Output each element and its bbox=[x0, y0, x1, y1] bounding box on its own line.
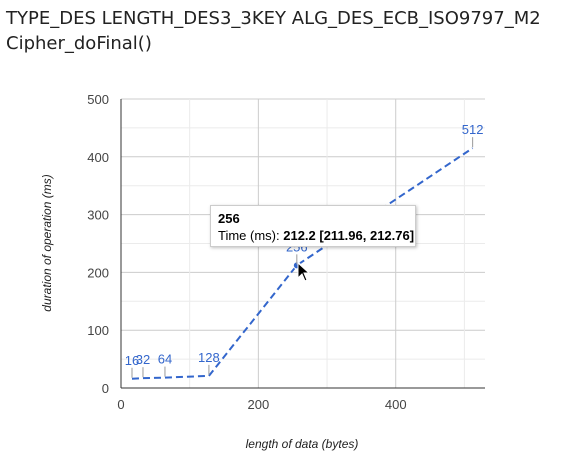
y-tick-label: 0 bbox=[102, 381, 109, 396]
data-label: 64 bbox=[158, 352, 172, 367]
data-label: 128 bbox=[198, 350, 220, 365]
y-tick-label: 200 bbox=[87, 265, 109, 280]
chart-title: TYPE_DES LENGTH_DES3_3KEY ALG_DES_ECB_IS… bbox=[6, 6, 541, 56]
x-tick-label: 200 bbox=[248, 397, 270, 412]
tooltip-value: 212.2 [211.96, 212.76] bbox=[283, 228, 415, 243]
x-axis-title: length of data (bytes) bbox=[246, 437, 359, 451]
data-label: 32 bbox=[136, 352, 150, 367]
chart-title-line1: TYPE_DES LENGTH_DES3_3KEY ALG_DES_ECB_IS… bbox=[6, 8, 541, 29]
x-tick-label: 400 bbox=[385, 397, 407, 412]
mouse-pointer-icon bbox=[297, 262, 311, 282]
y-tick-label: 300 bbox=[87, 208, 109, 223]
y-axis-title: duration of operation (ms) bbox=[40, 174, 54, 311]
chart-axes bbox=[120, 99, 485, 389]
data-label: 512 bbox=[462, 122, 484, 137]
y-axis-ticks: 0 100 200 300 400 500 bbox=[87, 92, 109, 396]
data-label: 16 bbox=[125, 353, 139, 368]
y-tick-label: 400 bbox=[87, 150, 109, 165]
chart-title-line2: Cipher_doFinal() bbox=[6, 33, 152, 54]
chart-gridlines bbox=[121, 98, 485, 389]
y-tick-label: 100 bbox=[87, 323, 109, 338]
data-tooltip: 256 Time (ms): 212.2 [211.96, 212.76] bbox=[210, 205, 416, 247]
x-tick-label: 0 bbox=[117, 397, 124, 412]
tooltip-row: Time (ms): 212.2 [211.96, 212.76] bbox=[218, 227, 414, 245]
tooltip-label: Time (ms): bbox=[218, 228, 284, 243]
tooltip-category: 256 bbox=[218, 211, 240, 226]
x-axis-ticks: 0 200 400 bbox=[117, 397, 406, 412]
y-tick-label: 500 bbox=[87, 92, 109, 107]
